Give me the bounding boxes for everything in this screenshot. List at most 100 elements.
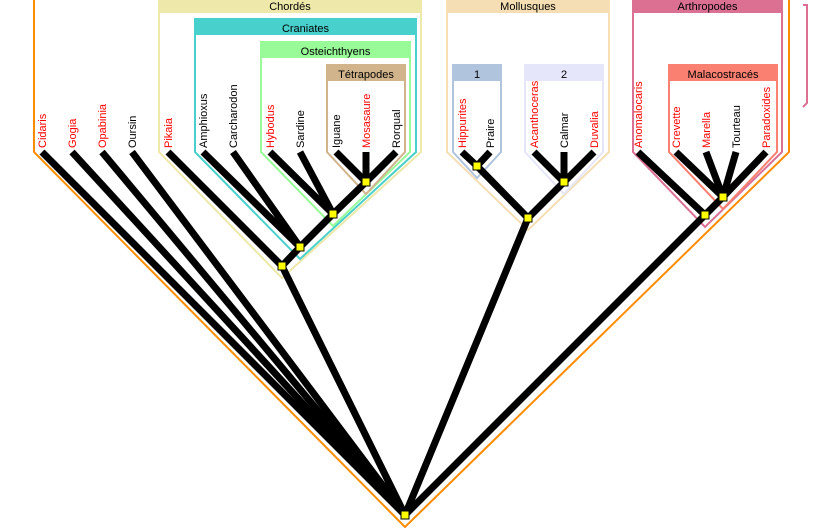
clade-header (326, 64, 406, 81)
branch-sardine (296, 150, 337, 216)
leaf-opabinia[interactable]: Opabinia (97, 103, 109, 148)
leaf-crevette[interactable]: Crevette (671, 106, 683, 148)
node-osteichthyens[interactable] (328, 209, 338, 219)
branch-rorqual (363, 149, 399, 185)
leaf-carcharodon[interactable]: Carcharodon (228, 84, 240, 148)
leaf-gogia[interactable]: Gogia (67, 118, 79, 148)
clade-label: Arthropodes (678, 1, 738, 13)
leaf-acanthoceras[interactable]: Acanthoceras (529, 80, 541, 148)
branches (39, 149, 769, 518)
branch-chordes (278, 264, 409, 517)
clade-header (158, 0, 422, 13)
leaf-hippurites[interactable]: Hippurites (457, 98, 469, 148)
leaf-labels: Cidaris Gogia Opabinia Oursin Pikaia Amphioxu… (37, 80, 773, 148)
clade-g1: 1 (452, 64, 502, 180)
clade-label: Mollusques (500, 1, 556, 13)
leaf-mosasaure[interactable]: Mosasaure (361, 94, 373, 148)
clade-outline (194, 18, 417, 261)
clade-label: 1 (474, 69, 480, 81)
branch-g1 (474, 163, 531, 221)
node-g1[interactable] (472, 161, 482, 171)
clade-outline (446, 0, 610, 232)
clade-craniates: Craniates (194, 18, 417, 261)
branch-iguane (333, 149, 369, 185)
clade-boxes: Chordés Craniates Osteichthyens Tétrapodes M… (33, 0, 790, 528)
branch-tetrapodes (330, 179, 369, 217)
branch-cidaris (39, 149, 408, 518)
clade-malacostraces: Malacostracés (668, 64, 778, 211)
nodes (277, 161, 728, 520)
clade-label: Chordés (269, 1, 311, 13)
branch-acanthoceras (531, 149, 567, 185)
leaf-paradoxides[interactable]: Paradoxides (761, 86, 773, 148)
clade-header (452, 64, 502, 81)
node-tetrapodes[interactable] (361, 177, 371, 187)
branch-paradoxides (720, 149, 769, 200)
clade-outline (452, 64, 502, 180)
leaf-tourteau[interactable]: Tourteau (731, 105, 743, 148)
leaf-pikaia[interactable]: Pikaia (163, 117, 175, 148)
clade-header (524, 64, 604, 81)
clade-root (33, 0, 790, 528)
clade-mollusques: Mollusques (446, 0, 610, 232)
clade-label: Tétrapodes (338, 69, 394, 81)
clade-label: Osteichthyens (301, 46, 371, 58)
branch-carcharodon (230, 149, 303, 250)
clade-osteichthyens: Osteichthyens (260, 41, 411, 228)
clade-header (632, 0, 783, 13)
branch-mollusques (401, 216, 532, 517)
branch-marella (702, 150, 727, 199)
clade-tetrapodes: Tétrapodes (326, 64, 406, 196)
clade-outline (632, 0, 783, 229)
node-mollusques[interactable] (523, 213, 533, 223)
leaf-cidaris[interactable]: Cidaris (37, 113, 49, 148)
node-chordes[interactable] (277, 261, 287, 271)
branch-anomalocaris (635, 149, 708, 218)
leaf-praire[interactable]: Praire (485, 119, 497, 148)
branch-gogia (69, 149, 408, 518)
clade-label: Craniates (282, 23, 330, 35)
leaf-amphioxus[interactable]: Amphioxus (198, 93, 210, 148)
leaf-sardine[interactable]: Sardine (295, 110, 307, 148)
clade-label: Malacostracés (688, 69, 759, 81)
clade-outline (326, 64, 406, 196)
branch-tourteau (719, 151, 740, 198)
clade-outline (524, 64, 604, 196)
clade-arthropodes: Arthropodes (632, 0, 783, 229)
leaf-marella[interactable]: Marella (701, 111, 713, 148)
branch-opabinia (99, 149, 408, 518)
branch-pikaia (165, 149, 285, 269)
node-craniates[interactable] (295, 242, 305, 252)
clade-chordes: Chordés (158, 0, 422, 280)
branch-oursin (129, 149, 408, 518)
node-g2[interactable] (559, 177, 569, 187)
branch-amphioxus (200, 149, 303, 250)
leaf-anomalocaris[interactable]: Anomalocaris (633, 81, 645, 148)
leaf-calmar[interactable]: Calmar (559, 112, 571, 148)
branch-hybodus (267, 149, 336, 217)
leaf-hybodus[interactable]: Hybodus (265, 104, 277, 148)
clade-outline (668, 64, 778, 211)
node-root[interactable] (400, 510, 410, 520)
clade-outline (260, 41, 411, 228)
branch-crevette (673, 149, 726, 200)
clade-header (194, 18, 417, 35)
clade-outline (33, 0, 790, 528)
clade-label: 2 (561, 69, 567, 81)
branch-osteichthyens (297, 211, 336, 250)
leaf-duvalia[interactable]: Duvalia (589, 110, 601, 148)
leaf-iguane[interactable]: Iguane (331, 114, 343, 148)
clade-g2: 2 (524, 64, 604, 196)
node-malacostraces[interactable] (718, 192, 728, 202)
branch-g2 (525, 179, 567, 221)
clade-outline (158, 0, 422, 280)
branch-duvalia (561, 149, 597, 185)
clade-header (668, 64, 778, 81)
clade-header (446, 0, 610, 13)
node-arthropodes[interactable] (700, 210, 710, 220)
offscreen-clade-edge (802, 4, 808, 108)
leaf-oursin[interactable]: Oursin (127, 116, 139, 148)
branch-arthropodes (402, 212, 708, 518)
leaf-rorqual[interactable]: Rorqual (391, 109, 403, 148)
